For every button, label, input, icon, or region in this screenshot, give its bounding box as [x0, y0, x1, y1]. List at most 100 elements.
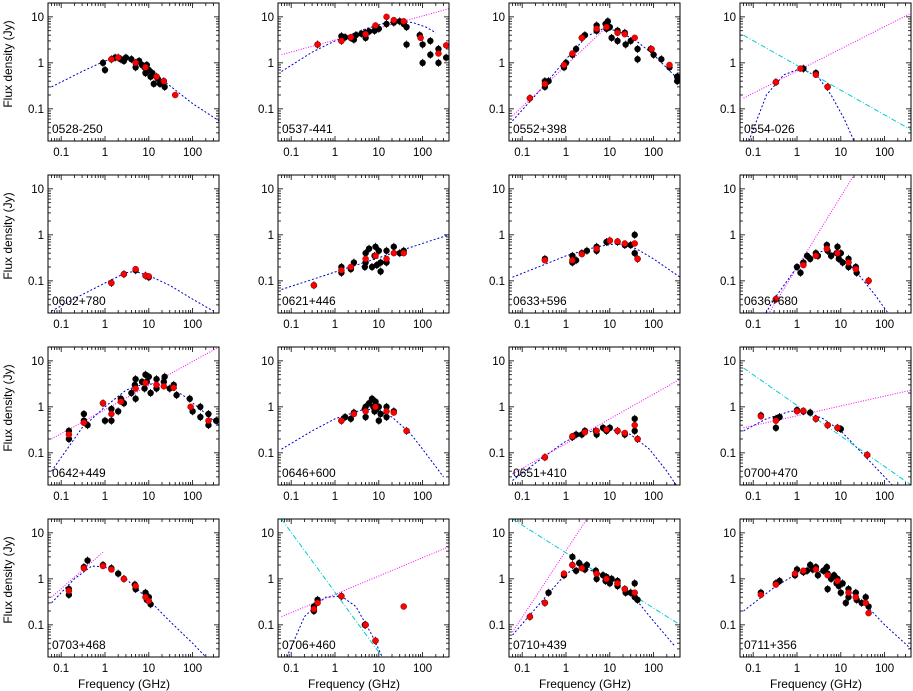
observed-point	[377, 259, 384, 266]
averaged-point	[403, 427, 410, 435]
averaged-point	[578, 34, 586, 42]
observed-point	[845, 263, 852, 271]
averaged-point	[347, 34, 355, 41]
averaged-point	[383, 13, 390, 21]
y-tick-label: 1	[268, 58, 274, 70]
x-tick-label: 0.1	[745, 663, 761, 675]
x-tick-label: 100	[875, 663, 894, 675]
observed-point	[403, 41, 410, 48]
averaged-point	[108, 55, 115, 63]
y-tick-label: 10	[723, 356, 736, 368]
averaged-point	[541, 454, 549, 461]
averaged-point	[338, 592, 345, 600]
observed-point	[161, 373, 168, 380]
y-tick-label: 1	[268, 574, 274, 586]
observed-point	[197, 403, 204, 411]
averaged-point	[824, 421, 831, 429]
observed-point	[362, 249, 369, 257]
source-name-label: 0711+356	[744, 638, 797, 652]
x-tick-label: 10	[603, 663, 616, 675]
averaged-point	[383, 255, 390, 263]
averaged-point	[171, 91, 179, 99]
averaged-point	[606, 237, 614, 244]
averaged-point	[614, 29, 621, 37]
averaged-point	[390, 409, 398, 416]
source-name-label: 0528-250	[52, 122, 103, 136]
averaged-point	[372, 252, 379, 260]
x-tick-label: 1	[563, 147, 569, 159]
averaged-point	[338, 417, 345, 424]
averaged-point	[797, 65, 804, 72]
averaged-point	[362, 408, 369, 415]
x-axis-title-col-1: Frequency (GHz)	[78, 677, 170, 691]
y-tick-label: 10	[31, 184, 44, 196]
data-points	[108, 265, 153, 287]
observed-point	[375, 247, 383, 254]
averaged-point	[621, 240, 629, 247]
observed-point	[673, 77, 680, 85]
fit-line-main	[512, 566, 675, 647]
x-tick-label: 100	[413, 663, 432, 675]
averaged-point	[614, 580, 621, 587]
x-tick-label: 1	[102, 491, 108, 503]
averaged-point	[160, 383, 168, 390]
data-points	[310, 592, 407, 645]
y-tick-label: 1	[730, 230, 736, 242]
observed-point	[823, 563, 831, 571]
fit-line-powerlaw	[743, 389, 911, 429]
source-name-label: 0636+680	[744, 294, 798, 308]
y-tick-label: 10	[723, 184, 736, 196]
x-tick-label: 10	[834, 147, 847, 159]
averaged-point	[603, 23, 610, 31]
y-axis-title-row-4: Flux density (Jy)	[1, 536, 15, 623]
observed-point	[145, 373, 153, 380]
observed-point	[631, 580, 638, 587]
y-tick-label: 1	[499, 402, 505, 414]
x-tick-label: 0.1	[514, 491, 530, 503]
y-tick-label: 1	[730, 58, 736, 70]
averaged-point	[142, 64, 149, 71]
x-tick-label: 0.1	[283, 147, 299, 159]
averaged-point	[569, 50, 576, 57]
observed-point	[631, 415, 638, 422]
averaged-point	[400, 603, 407, 610]
observed-point	[99, 59, 107, 67]
averaged-point	[347, 263, 355, 271]
x-tick-label: 100	[413, 319, 432, 331]
data-points	[314, 13, 449, 67]
data-points	[772, 241, 872, 304]
averaged-point	[852, 265, 860, 273]
x-tick-label: 100	[644, 147, 663, 159]
y-tick-label: 1	[268, 230, 274, 242]
x-tick-label: 10	[142, 147, 155, 159]
x-tick-label: 100	[413, 491, 432, 503]
averaged-point	[812, 566, 820, 573]
observed-point	[837, 589, 845, 596]
panel-frame	[47, 2, 220, 142]
averaged-point	[108, 279, 115, 287]
data-points	[757, 561, 872, 617]
observed-point	[383, 413, 390, 421]
averaged-point	[132, 265, 139, 273]
averaged-point	[824, 571, 831, 579]
averaged-point	[390, 249, 398, 257]
observed-point	[108, 417, 115, 424]
fit-line-powerlaw	[281, 546, 449, 618]
source-name-label: 0706+460	[282, 638, 336, 652]
y-tick-label: 1	[268, 402, 274, 414]
observed-point	[834, 243, 841, 250]
y-axis-title-row-2: Flux density (Jy)	[1, 192, 15, 279]
data-points	[772, 64, 831, 91]
observed-point	[572, 45, 580, 53]
y-tick-label: 1	[730, 574, 736, 586]
observed-point	[631, 249, 638, 257]
panel-0646+600: 0.1 1 10 100 0.1 1 10 0646+600	[258, 346, 450, 503]
observed-point	[442, 54, 449, 61]
averaged-point	[757, 591, 765, 599]
panel-frame	[47, 346, 220, 486]
observed-point	[372, 398, 379, 405]
observed-point	[658, 56, 665, 63]
observed-point	[362, 413, 369, 421]
x-tick-label: 10	[834, 663, 847, 675]
y-tick-label: 0.1	[720, 104, 736, 116]
